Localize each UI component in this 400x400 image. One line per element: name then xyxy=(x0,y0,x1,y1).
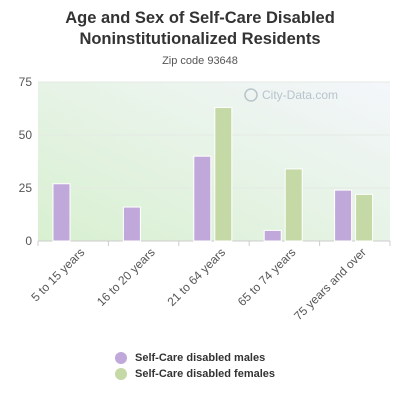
bar-male-4 xyxy=(263,229,282,242)
chart-title: Age and Sex of Self-Care Disabled Nonins… xyxy=(65,9,335,48)
x-tick-label: 65 to 74 years xyxy=(235,245,299,309)
watermark: City-Data.com xyxy=(244,88,338,102)
bar-male-5 xyxy=(334,189,353,242)
legend-swatch-males xyxy=(115,352,127,364)
legend-label-males: Self-Care disabled males xyxy=(135,352,266,364)
y-tick-label: 75 xyxy=(19,75,33,89)
legend-item-males: Self-Care disabled males xyxy=(115,350,275,366)
bar-female-3 xyxy=(214,106,233,242)
grid-lines xyxy=(38,81,390,242)
legend: Self-Care disabled males Self-Care disab… xyxy=(115,350,275,382)
x-tick-label: 16 to 20 years xyxy=(94,245,158,309)
legend-label-females: Self-Care disabled females xyxy=(135,368,276,380)
plot-area xyxy=(38,82,390,241)
x-tick-label: 75 years and over xyxy=(291,245,369,323)
x-tick-label: 5 to 15 years xyxy=(28,245,87,304)
bar-female-5 xyxy=(355,193,374,242)
watermark-text: City-Data.com xyxy=(262,88,338,102)
legend-swatch-females xyxy=(115,368,127,380)
bar-male-1 xyxy=(52,183,71,242)
legend-item-females: Self-Care disabled females xyxy=(115,366,275,382)
y-tick-label: 25 xyxy=(19,181,33,195)
bar-male-2 xyxy=(122,206,141,242)
bar-male-3 xyxy=(193,155,212,242)
bars xyxy=(52,106,374,242)
x-tick-label: 21 to 64 years xyxy=(164,245,228,309)
x-axis: 5 to 15 years 16 to 20 years 21 to 64 year… xyxy=(28,241,391,323)
y-axis: 0 25 50 75 xyxy=(19,75,33,248)
y-tick-label: 0 xyxy=(25,234,32,248)
chart-subtitle: Zip code 93648 xyxy=(162,55,238,67)
bar-female-4 xyxy=(284,168,303,242)
y-tick-label: 50 xyxy=(19,128,33,142)
